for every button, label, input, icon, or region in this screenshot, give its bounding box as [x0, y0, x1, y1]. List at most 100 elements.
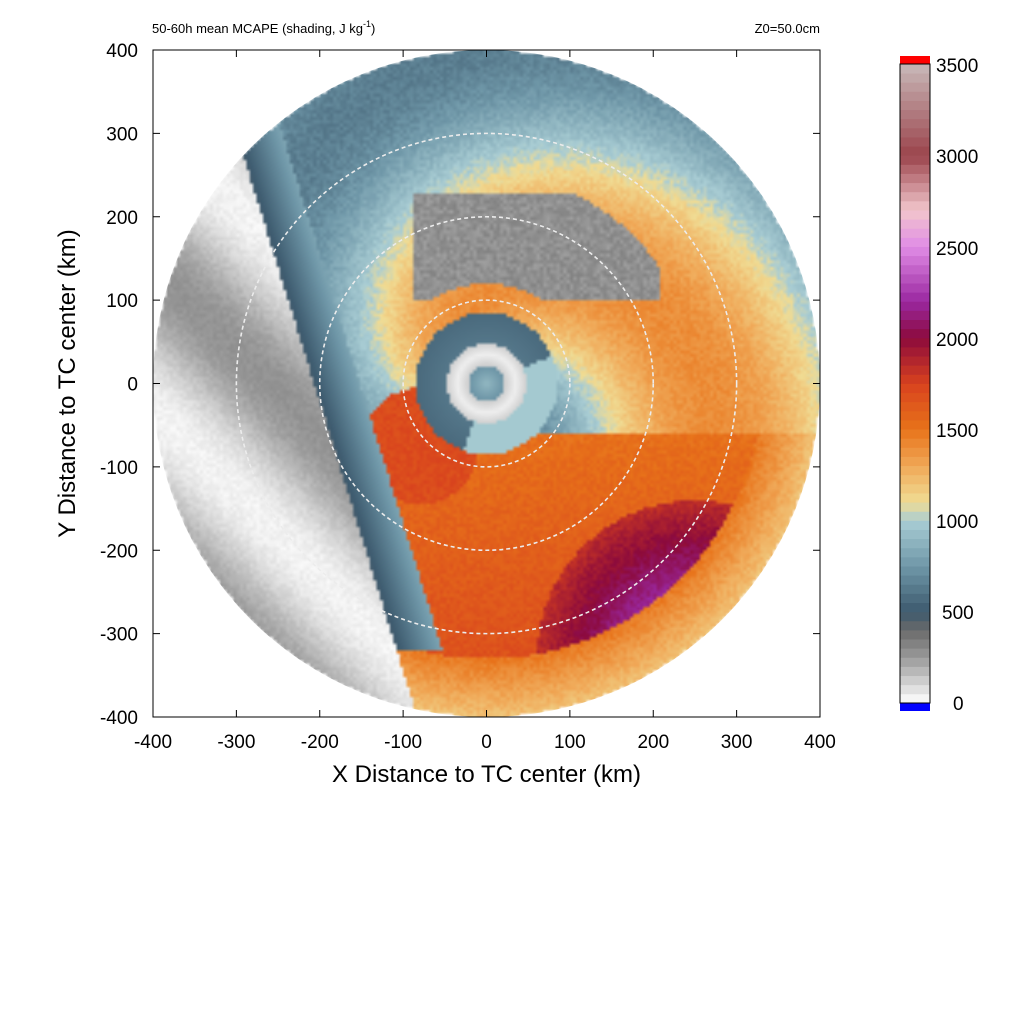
colorbar-band: [900, 529, 930, 540]
x-tick-label: -400: [134, 732, 172, 753]
colorbar-band: [900, 584, 930, 594]
colorbar-band: [900, 620, 930, 631]
colorbar-band: [900, 237, 930, 247]
colorbar-band: [900, 100, 930, 111]
x-tick-label: 400: [804, 732, 836, 753]
colorbar-label: 1000: [936, 512, 978, 533]
colorbar-band: [900, 219, 930, 229]
colorbar-label: 500: [942, 603, 974, 624]
colorbar-band: [900, 392, 930, 403]
colorbar-band: [900, 273, 930, 284]
x-tick-label: 300: [721, 732, 753, 753]
y-axis: 400 300 200 100 0 -100 -200 -300 -400 Y …: [54, 41, 138, 729]
colorbar-band: [900, 328, 930, 339]
colorbar-band: [900, 210, 930, 220]
y-tick-label: -300: [100, 625, 138, 646]
colorbar-over-swatch: [900, 56, 930, 64]
y-axis-title: Y Distance to TC center (km): [54, 229, 81, 538]
colorbar-band: [900, 292, 930, 302]
colorbar-band: [900, 191, 930, 202]
colorbar-label: 2500: [936, 239, 978, 260]
colorbar-band: [900, 493, 930, 503]
colorbar-band: [900, 602, 930, 613]
y-tick-label: 200: [106, 208, 138, 229]
range-ring: [318, 215, 655, 552]
colorbar-band: [900, 538, 930, 549]
x-tick-label: -300: [217, 732, 255, 753]
chart-title-close: ): [371, 21, 375, 36]
colorbar-band: [900, 438, 930, 448]
colorbar-band: [900, 182, 930, 193]
colorbar-band: [900, 520, 930, 530]
colorbar-band: [900, 310, 930, 320]
colorbar-band: [900, 575, 930, 585]
colorbar-band: [900, 146, 930, 156]
colorbar-band: [900, 127, 930, 138]
colorbar-label: 1500: [936, 421, 978, 442]
colorbar-band: [900, 401, 930, 412]
colorbar-band: [900, 593, 930, 603]
range-ring: [235, 132, 738, 635]
chart-title-main: 50-60h mean MCAPE (shading, J kg: [152, 21, 363, 36]
colorbar-band: [900, 383, 930, 394]
x-tick-label: 100: [554, 732, 586, 753]
colorbar-label: 3000: [936, 147, 978, 168]
x-tick-label: -100: [384, 732, 422, 753]
colorbar-band: [900, 228, 930, 238]
colorbar-band: [900, 173, 930, 184]
colorbar: 3500 3000 2500 2000 1500 1000 500 0: [899, 56, 978, 715]
colorbar-band: [900, 611, 930, 622]
colorbar-band: [900, 64, 930, 74]
colorbar-band: [900, 337, 930, 348]
colorbar-band: [900, 155, 930, 165]
colorbar-band: [900, 629, 930, 640]
colorbar-band: [900, 639, 930, 649]
colorbar-band: [900, 356, 930, 366]
colorbar-label: 3500: [936, 56, 978, 77]
colorbar-band: [900, 264, 930, 275]
colorbar-band: [900, 483, 930, 494]
y-tick-label: -200: [100, 541, 138, 562]
colorbar-band: [900, 666, 930, 677]
x-tick-label: 200: [637, 732, 669, 753]
plot-area: [152, 49, 821, 718]
colorbar-band: [900, 255, 930, 266]
x-axis: -400 -300 -200 -100 0 100 200 300 400 X …: [134, 732, 836, 788]
colorbar-band: [900, 429, 930, 439]
colorbar-bands: [900, 64, 930, 704]
colorbar-band: [900, 319, 930, 330]
colorbar-band: [900, 456, 930, 467]
colorbar-band: [900, 447, 930, 457]
colorbar-band: [900, 73, 930, 83]
colorbar-band: [900, 410, 930, 421]
y-tick-label: 100: [106, 291, 138, 312]
colorbar-band: [900, 346, 930, 357]
colorbar-band: [900, 693, 930, 704]
axis-ticks: [152, 49, 821, 718]
colorbar-band: [900, 91, 930, 101]
colorbar-band: [900, 657, 930, 667]
colorbar-under-swatch: [900, 703, 930, 711]
colorbar-frame: [899, 63, 931, 704]
chart-title-superscript: -1: [363, 19, 371, 29]
colorbar-label: 2000: [936, 330, 978, 351]
colorbar-band: [900, 684, 930, 695]
y-tick-label: 400: [106, 41, 138, 62]
colorbar-band: [900, 566, 930, 576]
colorbar-band: [900, 137, 930, 147]
colorbar-band: [900, 82, 930, 92]
colorbar-band: [900, 474, 930, 485]
colorbar-band: [900, 301, 930, 311]
colorbar-band: [900, 465, 930, 476]
y-tick-label: 0: [127, 375, 138, 396]
colorbar-band: [900, 374, 930, 384]
colorbar-band: [900, 502, 930, 512]
x-tick-label: -200: [301, 732, 339, 753]
range-ring: [402, 299, 571, 468]
range-rings: [235, 132, 738, 635]
colorbar-band: [900, 675, 930, 686]
colorbar-band: [900, 547, 930, 558]
chart-title: 50-60h mean MCAPE (shading, J kg-1): [152, 19, 375, 36]
x-tick-label: 0: [481, 732, 492, 753]
